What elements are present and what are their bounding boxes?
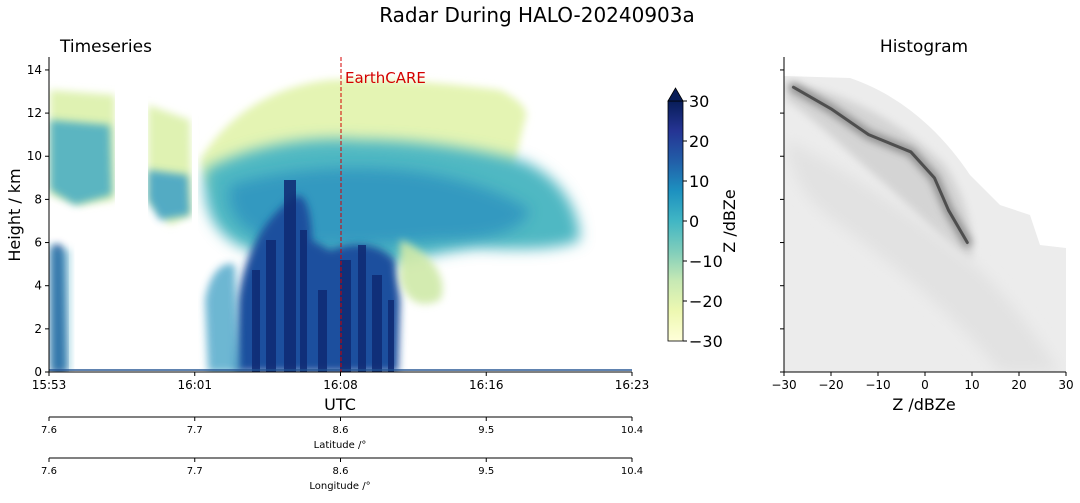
- colorbar-tick-label: 30: [689, 92, 709, 111]
- histogram-x-tick-label: 10: [964, 378, 979, 392]
- data-gap-1: [115, 57, 148, 369]
- timeseries-panel: Timeseries: [5, 37, 649, 414]
- convective-columns: [252, 180, 394, 372]
- colorbar: −30 −20 −10 0 10 20 30 Z /dBZe: [667, 87, 739, 351]
- histogram-y-ticks: [780, 69, 784, 373]
- histogram-x-tick-label: −30: [771, 378, 796, 392]
- early-column-halo: [49, 245, 70, 372]
- colorbar-tick-label: 0: [689, 212, 699, 231]
- histogram-x-label: Z /dBZe: [892, 395, 955, 414]
- secondary-tick-label: 7.6: [41, 466, 57, 477]
- y-tick-label: 6: [34, 236, 42, 250]
- y-tick-label: 10: [27, 149, 42, 163]
- histogram-x-tick-label: 30: [1058, 378, 1073, 392]
- histogram-mid-density: [786, 82, 973, 260]
- earthcare-label: EarthCARE: [345, 69, 426, 87]
- x-tick-label: 16:23: [615, 378, 650, 392]
- x-tick-label: 16:16: [469, 378, 504, 392]
- y-tick-label: 8: [34, 192, 42, 206]
- timeseries-title: Timeseries: [59, 37, 152, 57]
- histogram-ridge-core: [791, 85, 969, 245]
- x-tick-label: 16:08: [323, 378, 358, 392]
- timeseries-y-label: Height / km: [5, 168, 24, 261]
- colorbar-label: Z /dBZe: [720, 189, 739, 252]
- secondary-tick-label: 7.7: [187, 425, 203, 436]
- colorbar-extend-arrow: [667, 87, 684, 102]
- timeseries-x-ticks: 15:53 16:01 16:08 16:16 16:23: [32, 372, 650, 392]
- data-gap-2: [192, 57, 198, 369]
- latitude-axis: 7.6 7.7 8.6 9.5 10.4 Latitude /°: [41, 416, 643, 451]
- histogram-panel: Histogram −30 −20 −10 0 10 20 30 Z /dBZe: [771, 37, 1073, 414]
- colorbar-tick-label: −20: [689, 292, 723, 311]
- secondary-tick-label: 8.6: [333, 466, 349, 477]
- secondary-tick-label: 7.6: [41, 425, 57, 436]
- longitude-axis: 7.6 7.7 8.6 9.5 10.4 Longitude /°: [41, 457, 643, 492]
- colorbar-tick-label: −10: [689, 252, 723, 271]
- secondary-tick-label: 8.6: [333, 425, 349, 436]
- histogram-lower-density: [786, 140, 1060, 372]
- secondary-tick-label: 7.7: [187, 466, 203, 477]
- secondary-tick-label: 10.4: [621, 425, 643, 436]
- colorbar-tick-label: −30: [689, 332, 723, 351]
- histogram-x-tick-label: 20: [1011, 378, 1026, 392]
- trailing-echo: [400, 240, 443, 304]
- timeseries-x-label: UTC: [324, 395, 356, 414]
- radar-field: [49, 57, 632, 372]
- lower-echo: [205, 263, 240, 372]
- secondary-tick-label: 9.5: [478, 466, 494, 477]
- longitude-label: Longitude /°: [309, 481, 370, 492]
- secondary-tick-label: 10.4: [621, 466, 643, 477]
- middle-left-cloud-core: [148, 170, 190, 220]
- secondary-tick-label: 9.5: [478, 425, 494, 436]
- y-tick-label: 4: [34, 279, 42, 293]
- y-tick-label: 14: [27, 63, 42, 77]
- x-tick-label: 16:01: [177, 378, 212, 392]
- colorbar-tick-label: 10: [689, 172, 709, 191]
- figure-title: Radar During HALO-20240903a: [379, 3, 695, 27]
- histogram-x-tick-label: −20: [818, 378, 843, 392]
- x-tick-label: 15:53: [32, 378, 67, 392]
- histogram-field: [784, 76, 1066, 372]
- colorbar-gradient: [667, 100, 684, 342]
- colorbar-tick-label: 20: [689, 132, 709, 151]
- y-tick-label: 2: [34, 322, 42, 336]
- left-cloud-core: [50, 120, 112, 205]
- histogram-x-ticks: −30 −20 −10 0 10 20 30: [771, 372, 1074, 392]
- histogram-title: Histogram: [880, 37, 968, 57]
- y-tick-label: 12: [27, 106, 42, 120]
- colorbar-ticks: −30 −20 −10 0 10 20 30: [683, 92, 723, 351]
- histogram-x-tick-label: 0: [921, 378, 929, 392]
- latitude-ticks: 7.6 7.7 8.6 9.5 10.4: [41, 417, 643, 436]
- latitude-label: Latitude /°: [314, 440, 367, 451]
- y-tick-label: 0: [34, 365, 42, 379]
- timeseries-y-ticks: 0 2 4 6 8 10 12 14: [27, 63, 49, 379]
- histogram-x-tick-label: −10: [865, 378, 890, 392]
- longitude-ticks: 7.6 7.7 8.6 9.5 10.4: [41, 458, 643, 477]
